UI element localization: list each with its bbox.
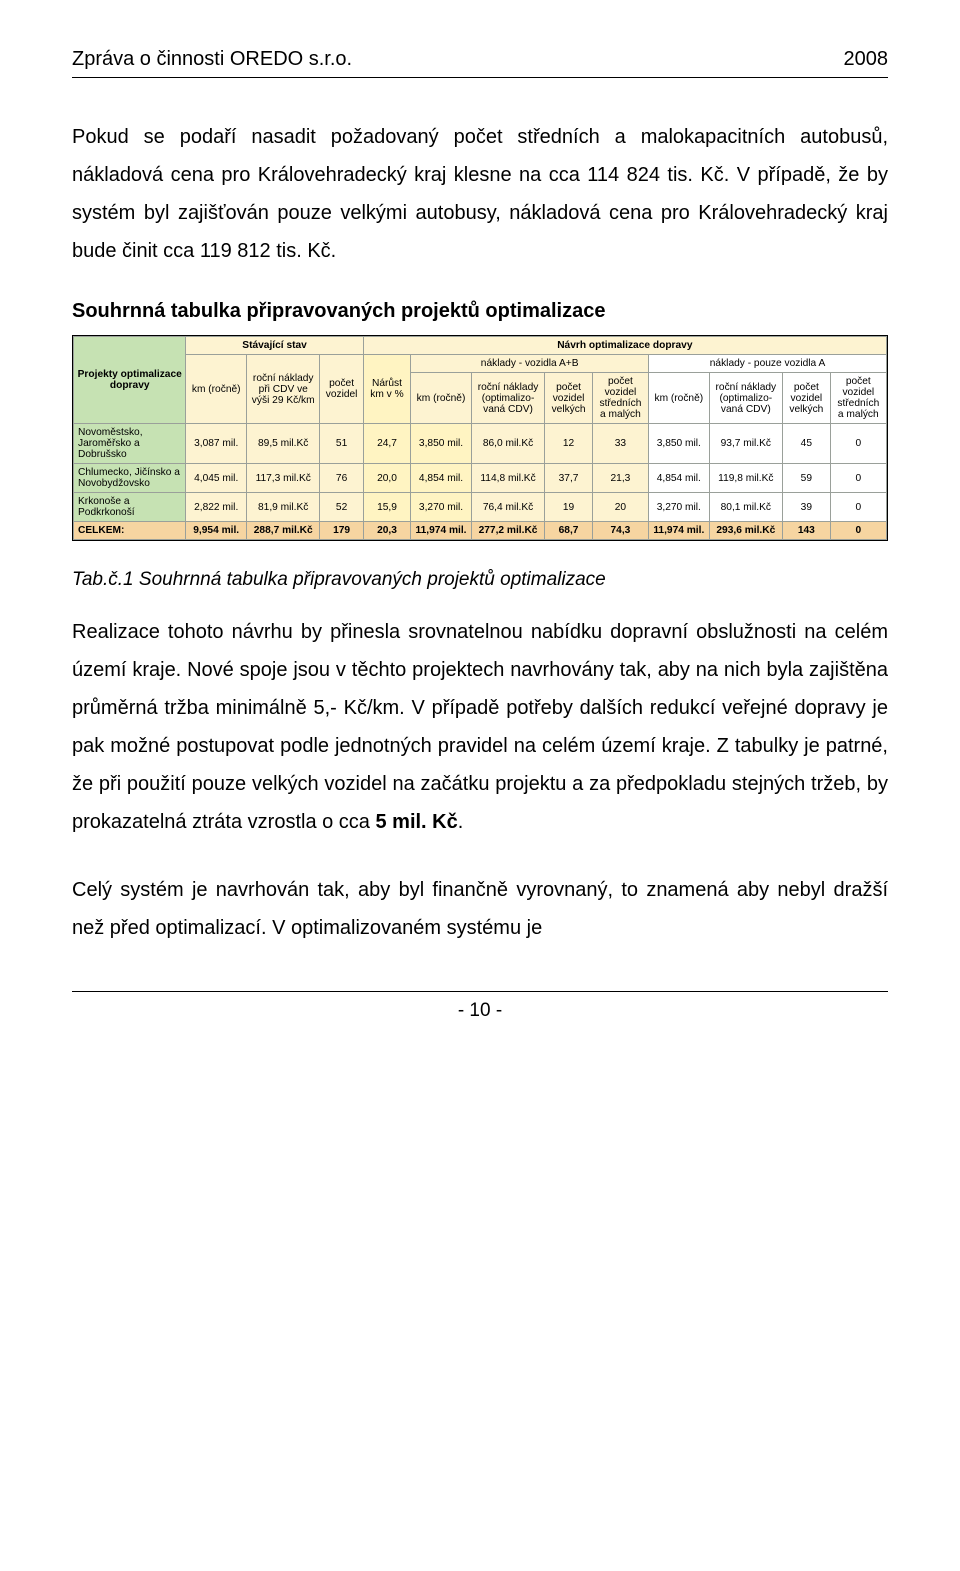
header-right: 2008 — [844, 48, 889, 71]
th-a-col: počet vozidel středních a malých — [830, 373, 886, 424]
cell: 68,7 — [545, 522, 593, 540]
para2-bold: 5 mil. Kč — [375, 811, 457, 833]
cell: 37,7 — [545, 464, 593, 493]
th-stav: Stávající stav — [186, 337, 363, 355]
cell: 24,7 — [363, 424, 411, 464]
cell: 179 — [320, 522, 363, 540]
cell: 11,974 mil. — [649, 522, 710, 540]
cell: 15,9 — [363, 493, 411, 522]
cell: 0 — [830, 522, 886, 540]
cell: 4,854 mil. — [649, 464, 710, 493]
cell: 12 — [545, 424, 593, 464]
cell: 3,270 mil. — [649, 493, 710, 522]
cell: 45 — [783, 424, 831, 464]
cell: 89,5 mil.Kč — [246, 424, 320, 464]
cell: 4,045 mil. — [186, 464, 247, 493]
paragraph-2: Realizace tohoto návrhu by přinesla srov… — [72, 613, 888, 841]
cell: 3,850 mil. — [649, 424, 710, 464]
paragraph-1: Pokud se podaří nasadit požadovaný počet… — [72, 118, 888, 270]
th-ab: náklady - vozidla A+B — [411, 355, 649, 373]
th-stav-col: km (ročně) — [186, 355, 247, 424]
th-stav-col: roční náklady při CDV ve výši 29 Kč/km — [246, 355, 320, 424]
section-heading: Souhrnná tabulka připravovaných projektů… — [72, 300, 888, 323]
cell: 2,822 mil. — [186, 493, 247, 522]
header-left: Zpráva o činnosti OREDO s.r.o. — [72, 48, 352, 71]
cell: 20,0 — [363, 464, 411, 493]
cell: 19 — [545, 493, 593, 522]
cell: 93,7 mil.Kč — [709, 424, 783, 464]
cell: 119,8 mil.Kč — [709, 464, 783, 493]
th-corner: Projekty optimalizace dopravy — [74, 337, 186, 424]
cell: 0 — [830, 493, 886, 522]
table-row: Krkonoše a Podkrkonoší2,822 mil.81,9 mil… — [74, 493, 887, 522]
para2-c: . — [458, 811, 464, 833]
summary-table-wrap: Projekty optimalizace dopravyStávající s… — [72, 335, 888, 541]
th-ab-col: roční náklady (optimalizo-vaná CDV) — [471, 373, 545, 424]
cell-name: Chlumecko, Jičínsko a Novobydžovsko — [74, 464, 186, 493]
cell: 80,1 mil.Kč — [709, 493, 783, 522]
page: Zpráva o činnosti OREDO s.r.o. 2008 Poku… — [0, 0, 960, 1062]
cell: 86,0 mil.Kč — [471, 424, 545, 464]
cell: 293,6 mil.Kč — [709, 522, 783, 540]
cell: 117,3 mil.Kč — [246, 464, 320, 493]
cell: 33 — [592, 424, 648, 464]
cell: 20,3 — [363, 522, 411, 540]
th-a-col: roční náklady (optimalizo-vaná CDV) — [709, 373, 783, 424]
paragraph-3: Celý systém je navrhován tak, aby byl fi… — [72, 871, 888, 947]
cell-name: CELKEM: — [74, 522, 186, 540]
cell: 21,3 — [592, 464, 648, 493]
page-header: Zpráva o činnosti OREDO s.r.o. 2008 — [72, 48, 888, 78]
table-row: Chlumecko, Jičínsko a Novobydžovsko4,045… — [74, 464, 887, 493]
para2-a: Realizace tohoto návrhu by přinesla srov… — [72, 621, 888, 833]
cell: 9,954 mil. — [186, 522, 247, 540]
cell: 74,3 — [592, 522, 648, 540]
th-ab-col: počet vozidel velkých — [545, 373, 593, 424]
th-stav-col: počet vozidel — [320, 355, 363, 424]
cell-name: Novoměstsko, Jaroměřsko a Dobrušsko — [74, 424, 186, 464]
cell-name: Krkonoše a Podkrkonoší — [74, 493, 186, 522]
table-head: Projekty optimalizace dopravyStávající s… — [74, 337, 887, 424]
cell: 3,087 mil. — [186, 424, 247, 464]
table-caption: Tab.č.1 Souhrnná tabulka připravovaných … — [72, 569, 888, 591]
cell: 76,4 mil.Kč — [471, 493, 545, 522]
table-body: Novoměstsko, Jaroměřsko a Dobrušsko3,087… — [74, 424, 887, 540]
cell: 51 — [320, 424, 363, 464]
cell: 59 — [783, 464, 831, 493]
th-narust: Nárůst km v % — [363, 355, 411, 424]
th-ab-col: počet vozidel středních a malých — [592, 373, 648, 424]
cell: 81,9 mil.Kč — [246, 493, 320, 522]
cell: 288,7 mil.Kč — [246, 522, 320, 540]
cell: 0 — [830, 464, 886, 493]
cell: 4,854 mil. — [411, 464, 472, 493]
cell: 52 — [320, 493, 363, 522]
table-row-total: CELKEM:9,954 mil.288,7 mil.Kč17920,311,9… — [74, 522, 887, 540]
table-row: Novoměstsko, Jaroměřsko a Dobrušsko3,087… — [74, 424, 887, 464]
th-navrh: Návrh optimalizace dopravy — [363, 337, 886, 355]
th-a-col: počet vozidel velkých — [783, 373, 831, 424]
cell: 114,8 mil.Kč — [471, 464, 545, 493]
cell: 0 — [830, 424, 886, 464]
th-a: náklady - pouze vozidla A — [649, 355, 887, 373]
page-number: - 10 - — [458, 1000, 502, 1021]
cell: 277,2 mil.Kč — [471, 522, 545, 540]
th-a-col: km (ročně) — [649, 373, 710, 424]
summary-table: Projekty optimalizace dopravyStávající s… — [73, 336, 887, 540]
page-footer: - 10 - — [72, 991, 888, 1022]
cell: 3,850 mil. — [411, 424, 472, 464]
th-ab-col: km (ročně) — [411, 373, 472, 424]
cell: 76 — [320, 464, 363, 493]
cell: 11,974 mil. — [411, 522, 472, 540]
cell: 39 — [783, 493, 831, 522]
cell: 143 — [783, 522, 831, 540]
cell: 3,270 mil. — [411, 493, 472, 522]
cell: 20 — [592, 493, 648, 522]
